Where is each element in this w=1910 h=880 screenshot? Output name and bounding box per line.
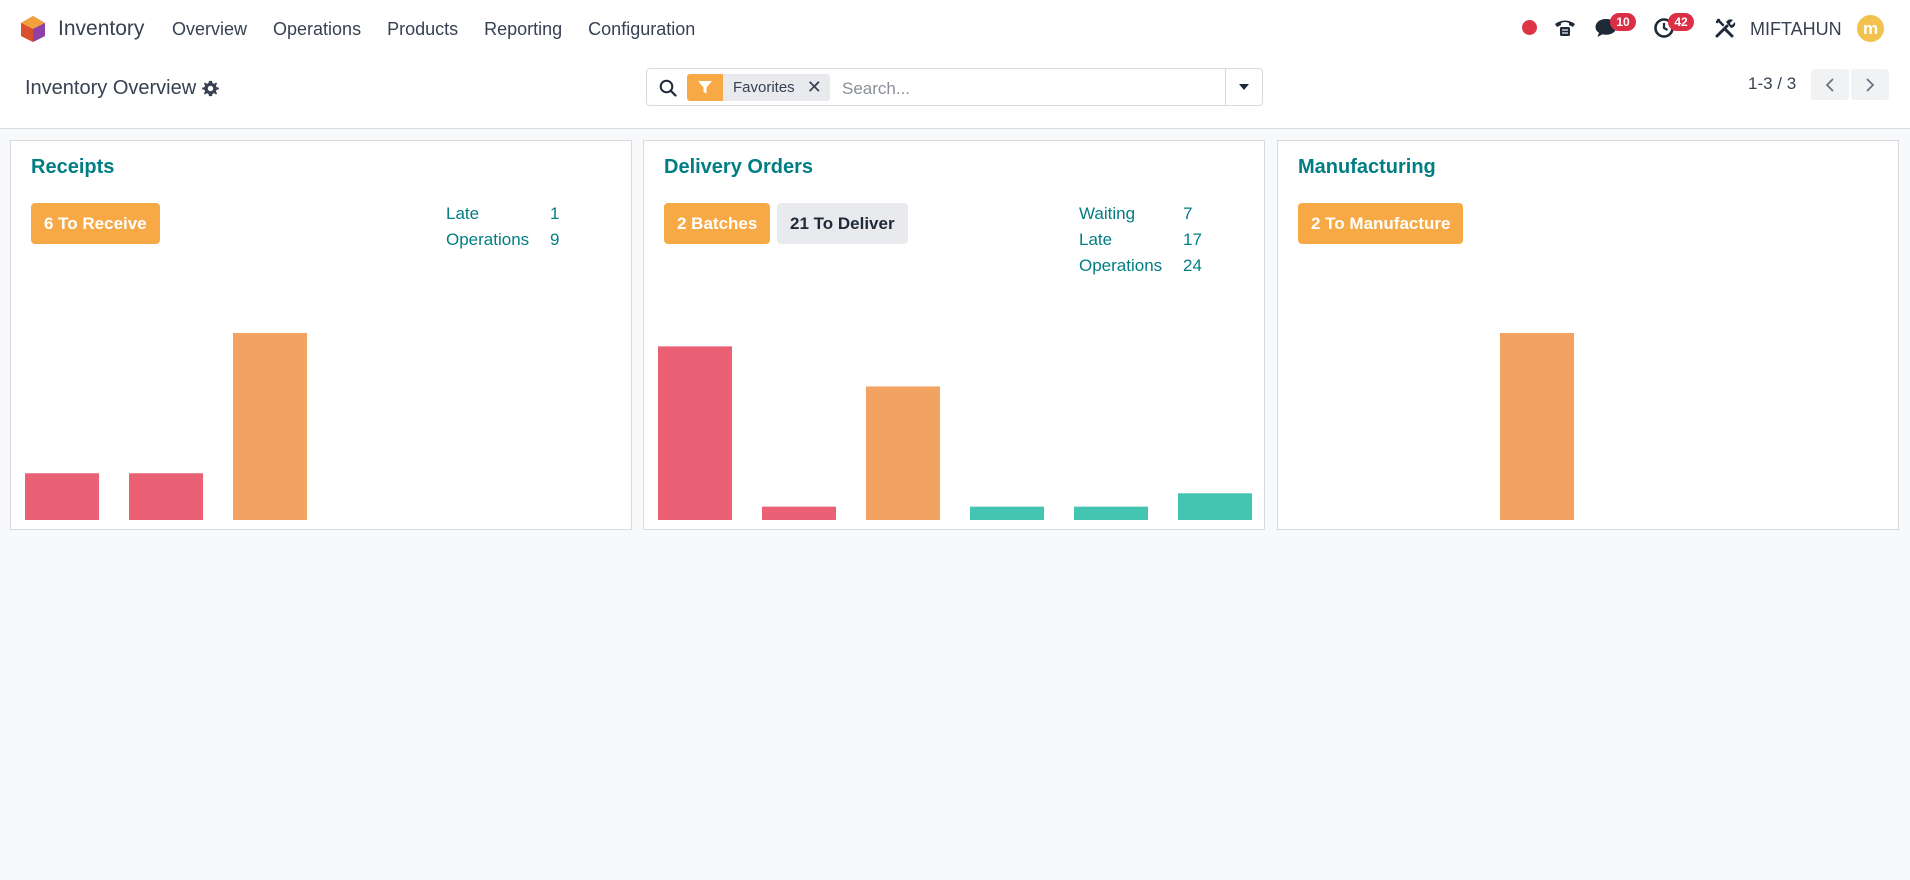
search-bar: Favorites ✕	[646, 68, 1263, 106]
manufacturing-bar-chart[interactable]	[1278, 141, 1900, 531]
recording-indicator-icon[interactable]	[1522, 20, 1537, 35]
card-delivery-orders: Delivery Orders 2 Batches 21 To Deliver …	[643, 140, 1265, 530]
stat-label: Late	[1079, 230, 1113, 249]
stat-value: 9	[550, 230, 560, 249]
search-icon[interactable]	[659, 79, 677, 97]
stat-operations[interactable]: Operations 9	[446, 230, 590, 256]
to-manufacture-button[interactable]: 2 To Manufacture	[1298, 203, 1464, 244]
user-avatar[interactable]: m	[1857, 15, 1884, 42]
chat-count-badge: 10	[1610, 13, 1636, 31]
menu-operations[interactable]: Operations	[273, 19, 362, 39]
card-stats: Waiting 7 Late 17 Operations 24	[1079, 204, 1223, 282]
stat-value: 1	[550, 204, 560, 223]
menu-overview[interactable]: Overview	[172, 19, 248, 39]
activity-count-badge: 42	[1668, 13, 1694, 31]
app-name[interactable]: Inventory	[58, 17, 145, 40]
chart-bar[interactable]	[658, 346, 732, 520]
stat-value: 24	[1183, 256, 1202, 275]
stat-late[interactable]: Late 17	[1079, 230, 1223, 256]
main-menu: Overview Operations Products Reporting C…	[172, 19, 721, 40]
menu-reporting[interactable]: Reporting	[484, 19, 563, 39]
pager-next-button[interactable]	[1851, 69, 1889, 100]
menu-products[interactable]: Products	[387, 19, 459, 39]
chart-bar[interactable]	[970, 506, 1044, 520]
page-title: Inventory Overview	[25, 77, 197, 99]
stat-operations[interactable]: Operations 24	[1079, 256, 1223, 282]
search-options-toggle[interactable]	[1225, 69, 1262, 105]
facet-label: Favorites	[723, 74, 805, 101]
card-title[interactable]: Delivery Orders	[664, 156, 813, 178]
top-navbar: Inventory Overview Operations Products R…	[0, 0, 1910, 58]
gear-icon[interactable]	[202, 80, 220, 97]
stat-late[interactable]: Late 1	[446, 204, 590, 230]
card-title[interactable]: Manufacturing	[1298, 156, 1436, 178]
chart-bar[interactable]	[866, 386, 940, 520]
favorites-facet: Favorites ✕	[687, 74, 830, 101]
menu-configuration[interactable]: Configuration	[588, 19, 696, 39]
user-name[interactable]: MIFTAHUN	[1750, 19, 1842, 39]
search-input[interactable]	[840, 74, 1224, 103]
breadcrumb: Inventory Overview	[25, 77, 220, 100]
stat-value: 17	[1183, 230, 1202, 249]
chevron-left-icon	[1825, 77, 1834, 92]
pager-previous-button[interactable]	[1811, 69, 1849, 100]
stat-label: Operations	[446, 230, 530, 249]
chart-bar[interactable]	[1074, 506, 1148, 520]
stat-waiting[interactable]: Waiting 7	[1079, 204, 1223, 230]
control-panel: Inventory Overview Favorites ✕ 1-3 / 3	[0, 58, 1910, 129]
stat-label: Operations	[1079, 256, 1163, 275]
card-stats: Late 1 Operations 9	[446, 204, 590, 256]
chart-bar[interactable]	[762, 506, 836, 520]
chevron-right-icon	[1866, 77, 1875, 92]
stat-label: Waiting	[1079, 204, 1136, 223]
chart-bar[interactable]	[233, 333, 307, 520]
pager-value[interactable]: 1-3 / 3	[1748, 74, 1797, 93]
debug-tools-icon[interactable]	[1714, 17, 1736, 39]
stat-value: 7	[1183, 204, 1193, 223]
to-receive-button[interactable]: 6 To Receive	[31, 203, 160, 244]
filter-icon	[687, 74, 723, 101]
receipts-bar-chart[interactable]	[11, 141, 633, 531]
stat-label: Late	[446, 204, 480, 223]
delivery-bar-chart[interactable]	[644, 141, 1266, 531]
card-title[interactable]: Receipts	[31, 156, 115, 178]
chart-bar[interactable]	[25, 473, 99, 520]
card-manufacturing: Manufacturing 2 To Manufacture	[1277, 140, 1899, 530]
chart-bar[interactable]	[129, 473, 203, 520]
phone-icon[interactable]	[1553, 16, 1577, 40]
chart-bar[interactable]	[1500, 333, 1574, 520]
chart-bar[interactable]	[1178, 493, 1252, 520]
to-deliver-button[interactable]: 21 To Deliver	[777, 203, 908, 244]
card-receipts: Receipts 6 To Receive Late 1 Operations …	[10, 140, 632, 530]
inventory-app-icon[interactable]	[20, 15, 46, 43]
caret-down-icon	[1239, 84, 1249, 90]
batches-button[interactable]: 2 Batches	[664, 203, 771, 244]
facet-remove-icon[interactable]: ✕	[804, 74, 830, 101]
